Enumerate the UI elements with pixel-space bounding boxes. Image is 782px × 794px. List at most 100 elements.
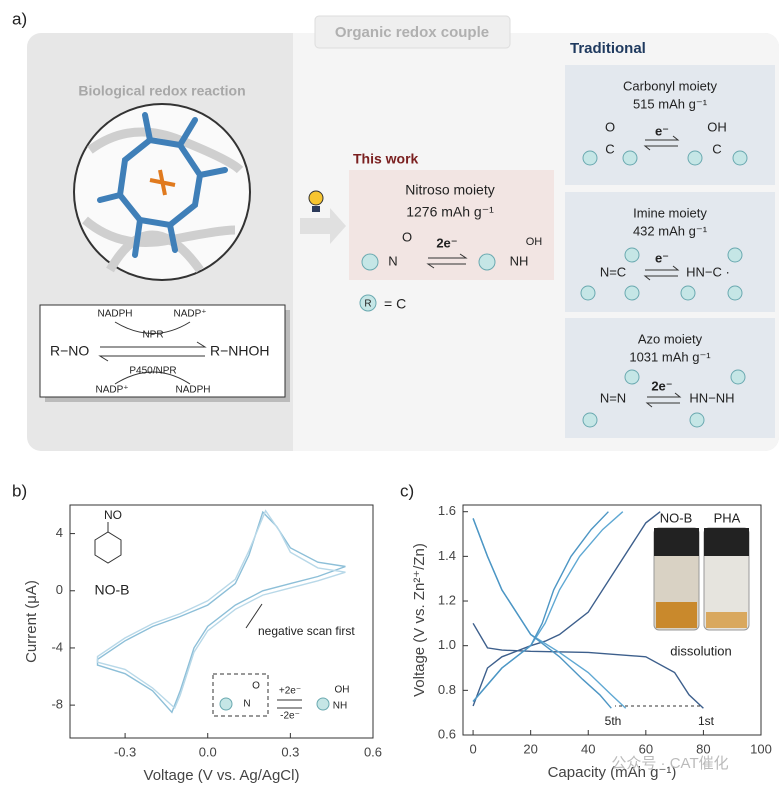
bulb: [308, 190, 324, 206]
atom: N=N: [600, 390, 626, 405]
arrow: [300, 208, 346, 244]
x-tick-label: 20: [523, 741, 537, 756]
x-tick-label: 0: [469, 741, 476, 756]
panel-label: b): [12, 481, 27, 500]
x-axis-label: Voltage (V vs. Ag/AgCl): [144, 767, 300, 784]
x-tick-label: 0.6: [364, 744, 382, 759]
curve: [96, 510, 346, 714]
cofactor: NADP⁺: [173, 309, 206, 320]
annotation: +2e⁻: [279, 686, 301, 697]
porphyrin: [97, 112, 228, 258]
annotation: -2e⁻: [280, 711, 300, 722]
annotation: 1st: [698, 714, 715, 728]
moiety-capacity: 515 mAh g⁻¹: [633, 96, 708, 111]
x-tick-label: -0.3: [114, 744, 136, 759]
y-tick-label: 0: [56, 582, 63, 597]
plot-frame: [462, 504, 762, 736]
annotation: NO: [104, 508, 122, 522]
atom: C: [605, 141, 614, 156]
this-work-title: This work: [353, 151, 419, 167]
annotation: NO-B: [660, 510, 693, 525]
product: R−NHOH: [210, 343, 270, 359]
cofactor: NADP⁺: [95, 385, 128, 396]
bio-title: Biological redox reaction: [78, 83, 245, 99]
cofactor: NADPH: [97, 309, 132, 320]
vial-nob-cap: [654, 528, 699, 556]
atom: OH: [335, 685, 350, 696]
chart-b-equilibrium: [277, 699, 302, 709]
moiety-name: Imine moiety: [633, 205, 707, 220]
vial-nob-liquid: [656, 602, 697, 628]
annotation: dissolution: [670, 643, 731, 658]
atom: HN−C ·: [686, 264, 730, 279]
atom: N=C: [600, 264, 626, 279]
legend-r: R: [364, 299, 371, 310]
curve: [472, 518, 612, 709]
enzyme: P450/NPR: [129, 366, 176, 377]
atom: NH: [510, 253, 529, 268]
atom: O: [252, 681, 260, 692]
cofactor: NADPH: [175, 385, 210, 396]
curve: [472, 511, 661, 707]
x-tick-label: 40: [581, 741, 595, 756]
molecule-balls: [359, 150, 748, 428]
legend-eq: = C: [384, 296, 406, 312]
y-tick-label: 0.8: [438, 682, 456, 697]
x-tick-label: 60: [639, 741, 653, 756]
atom: N: [388, 253, 397, 268]
y-tick-label: 0.6: [438, 726, 456, 741]
header: Organic redox couple: [335, 24, 489, 41]
curve: [472, 511, 609, 702]
x-tick-label: 80: [696, 741, 710, 756]
vial-pha-cap: [704, 528, 749, 556]
moiety-name: Azo moiety: [638, 331, 703, 346]
benzene: [94, 522, 122, 564]
atom: O: [402, 229, 412, 244]
reactant: R−NO: [50, 343, 89, 359]
panel-label: c): [400, 481, 414, 500]
moiety-capacity: 1031 mAh g⁻¹: [629, 349, 711, 364]
plot-frame: [69, 504, 374, 739]
moiety-name: Nitroso moiety: [405, 182, 494, 198]
y-tick-label: -4: [51, 639, 63, 654]
annotation: NO-B: [95, 582, 130, 598]
atom: OH: [526, 236, 543, 248]
y-tick-label: 1.2: [438, 592, 456, 607]
y-axis-label: Voltage (V vs. Zn²⁺/Zn): [411, 543, 428, 697]
y-tick-label: 1.6: [438, 503, 456, 518]
panel-label: a): [12, 9, 27, 28]
y-tick-label: 1.0: [438, 637, 456, 652]
x-tick-label: 100: [750, 741, 772, 756]
atom: NH: [333, 701, 347, 712]
chart-b-balls: [219, 697, 330, 711]
vial-pha-liquid: [706, 612, 747, 628]
equilibrium-arrows: [426, 135, 682, 408]
traditional-title: Traditional: [570, 40, 646, 57]
moiety-name: Carbonyl moiety: [623, 78, 717, 93]
moiety-capacity: 1276 mAh g⁻¹: [406, 204, 494, 220]
annotation: PHA: [714, 510, 741, 525]
annotation: negative scan first: [258, 624, 355, 638]
atom: N: [243, 699, 250, 710]
atom: C: [712, 141, 721, 156]
scan-arrow: [245, 603, 263, 629]
y-tick-label: 4: [56, 525, 63, 540]
x-axis-label: Capacity (mAh g⁻¹): [548, 764, 677, 781]
watermark: 公众号 · CAT催化: [611, 755, 728, 772]
scheme-box: [39, 304, 286, 398]
moiety-capacity: 432 mAh g⁻¹: [633, 223, 708, 238]
atom: O: [605, 119, 615, 134]
y-tick-label: -8: [51, 697, 63, 712]
y-tick-label: 1.4: [438, 548, 456, 563]
curve: [96, 509, 346, 710]
atom: OH: [707, 119, 727, 134]
atom: HN−NH: [689, 390, 734, 405]
bulb-base: [312, 206, 320, 212]
x-tick-label: 0.3: [281, 744, 299, 759]
electrons: 2e⁻: [436, 235, 457, 250]
enzyme: NPR: [142, 330, 163, 341]
this-work-box: [349, 170, 554, 280]
electrons: e⁻: [655, 250, 669, 265]
scheme-arrows: [98, 321, 207, 385]
